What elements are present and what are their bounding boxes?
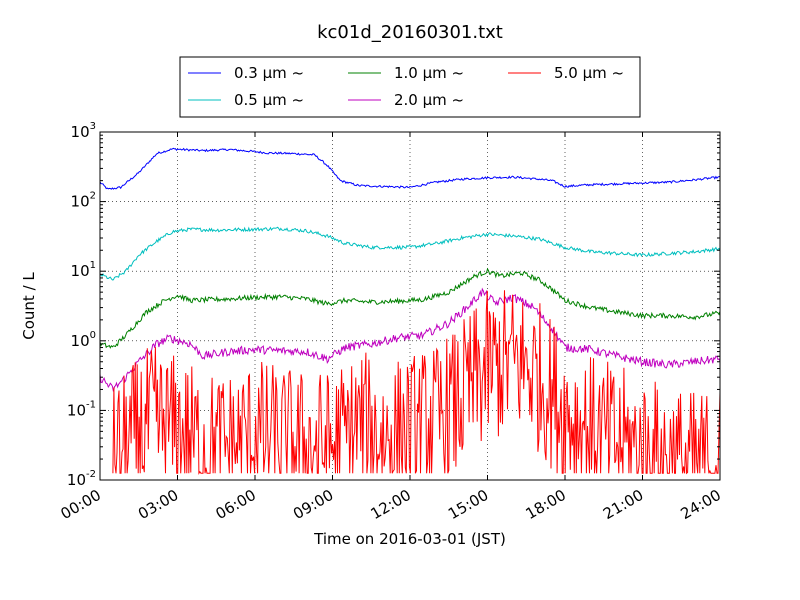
legend-label: 5.0 μm ~ [554,64,624,82]
legend-label: 1.0 μm ~ [394,64,464,82]
legend-label: 0.5 μm ~ [234,91,304,109]
series-3 [99,267,721,349]
series-1 [99,147,721,190]
x-axis-label: Time on 2016-03-01 (JST) [313,530,506,548]
legend-label: 2.0 μm ~ [394,91,464,109]
chart-title: kc01d_20160301.txt [317,22,503,43]
plot-area: 00:00 03:00 06:00 09:00 12:00 15:00 18:00 21:00… [58,121,724,523]
y-axis-label: Count / L [20,272,38,340]
series-line [99,287,721,392]
series-line [112,290,721,475]
series-5 [112,290,721,475]
legend: 0.3 μm ~ 0.5 μm ~ 1.0 μm ~ 2.0 μm ~ 5.0 μm ~ [179,56,641,118]
legend-box [179,56,641,118]
series-line [99,267,721,349]
series-2 [99,226,721,281]
series-line [99,147,721,190]
grid [100,132,720,480]
series-line [99,226,721,281]
series-group [99,147,721,475]
legend-label: 0.3 μm ~ [234,64,304,82]
plot-frame [100,132,720,480]
series-4 [99,287,721,392]
